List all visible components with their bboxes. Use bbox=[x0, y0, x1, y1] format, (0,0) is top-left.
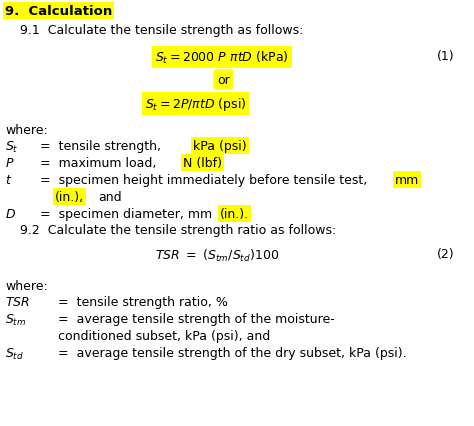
Text: $S_t = 2000\ P\ \pi tD\ \mathregular{(kPa)}$: $S_t = 2000\ P\ \pi tD\ \mathregular{(kP… bbox=[155, 50, 289, 66]
Text: where:: where: bbox=[5, 124, 48, 137]
Text: $S_t = 2P/\pi tD\ \mathregular{(psi)}$: $S_t = 2P/\pi tD\ \mathregular{(psi)}$ bbox=[145, 96, 246, 113]
Text: 9.1  Calculate the tensile strength as follows:: 9.1 Calculate the tensile strength as fo… bbox=[20, 24, 303, 37]
Text: $TSR$: $TSR$ bbox=[5, 295, 30, 308]
Text: and: and bbox=[98, 190, 122, 204]
Text: $TSR\ =\ (S_{tm}/S_{td})100$: $TSR\ =\ (S_{tm}/S_{td})100$ bbox=[155, 248, 279, 264]
Text: 9.  Calculation: 9. Calculation bbox=[5, 5, 112, 18]
Text: (1): (1) bbox=[438, 50, 455, 63]
Text: where:: where: bbox=[5, 279, 48, 292]
Text: (in.).: (in.). bbox=[220, 207, 249, 221]
Text: =  tensile strength ratio, %: = tensile strength ratio, % bbox=[58, 295, 228, 308]
Text: kPa (psi): kPa (psi) bbox=[193, 140, 246, 153]
Text: (in.),: (in.), bbox=[55, 190, 84, 204]
Text: $D$: $D$ bbox=[5, 207, 16, 221]
Text: conditioned subset, kPa (psi), and: conditioned subset, kPa (psi), and bbox=[58, 329, 270, 342]
Text: or: or bbox=[217, 74, 230, 87]
Text: =  specimen height immediately before tensile test,: = specimen height immediately before ten… bbox=[40, 173, 367, 187]
Text: $S_t$: $S_t$ bbox=[5, 140, 18, 155]
Text: mm: mm bbox=[395, 173, 419, 187]
Text: (2): (2) bbox=[438, 248, 455, 260]
Text: 9.2  Calculate the tensile strength ratio as follows:: 9.2 Calculate the tensile strength ratio… bbox=[20, 224, 336, 236]
Text: $S_{td}$: $S_{td}$ bbox=[5, 346, 24, 361]
Text: =  tensile strength,: = tensile strength, bbox=[40, 140, 161, 153]
Text: $S_{tm}$: $S_{tm}$ bbox=[5, 312, 26, 327]
Text: N (lbf): N (lbf) bbox=[183, 157, 222, 170]
Text: =  average tensile strength of the moisture-: = average tensile strength of the moistu… bbox=[58, 312, 335, 325]
Text: =  average tensile strength of the dry subset, kPa (psi).: = average tensile strength of the dry su… bbox=[58, 346, 407, 359]
Text: $t$: $t$ bbox=[5, 173, 12, 187]
Text: $P$: $P$ bbox=[5, 157, 15, 170]
Text: =  maximum load,: = maximum load, bbox=[40, 157, 156, 170]
Text: =  specimen diameter, mm: = specimen diameter, mm bbox=[40, 207, 212, 221]
